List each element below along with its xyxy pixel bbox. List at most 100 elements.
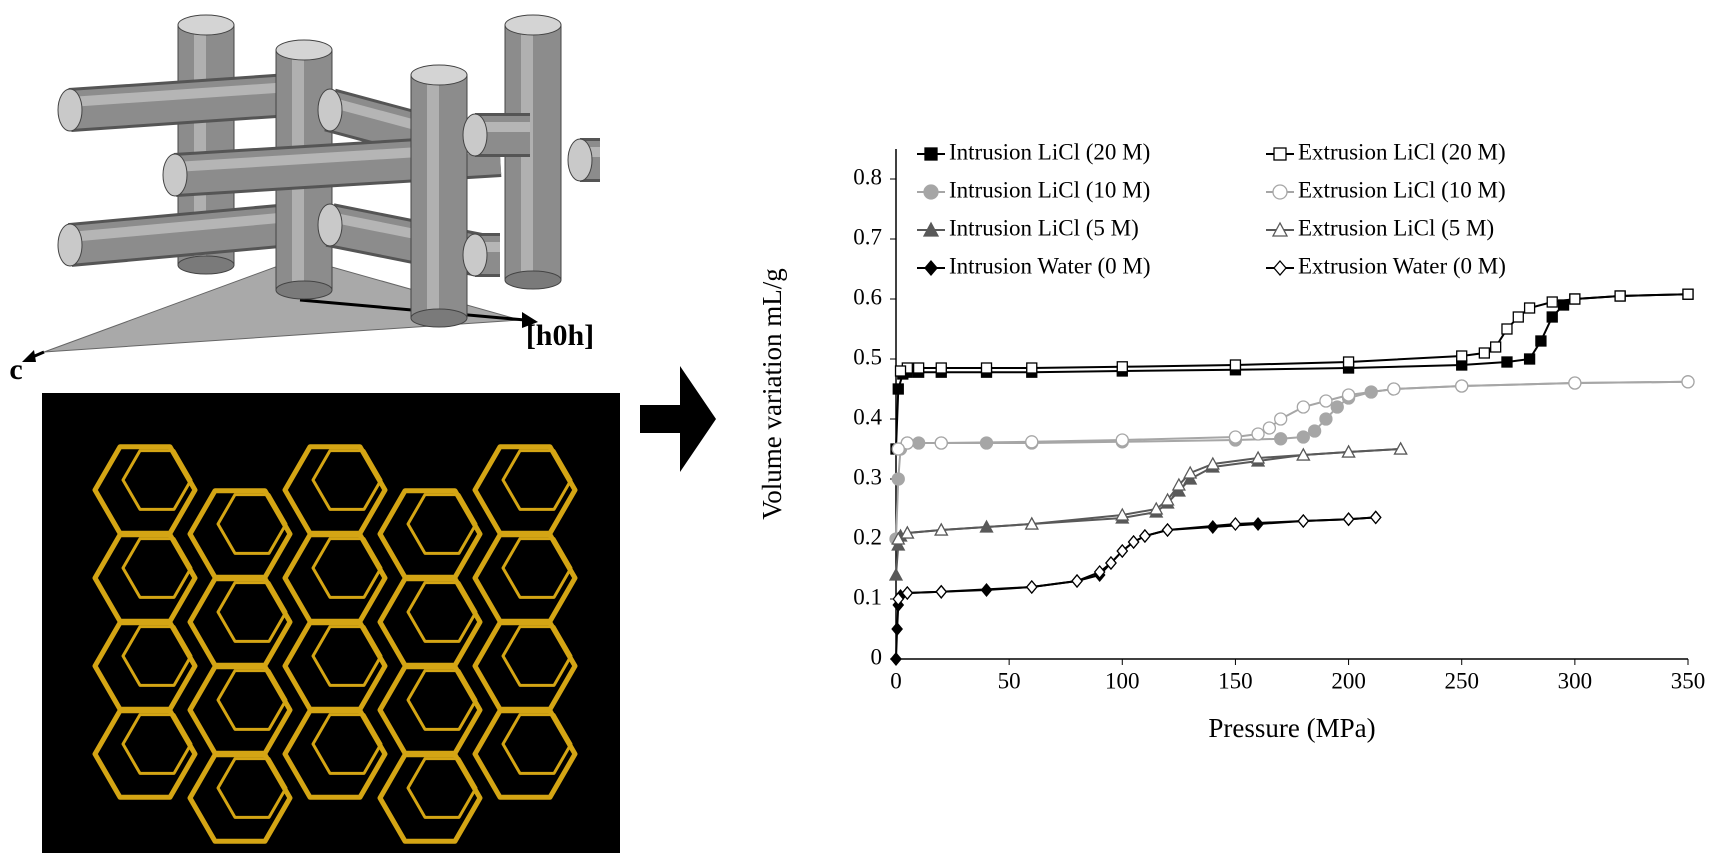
rod-end bbox=[410, 308, 468, 328]
marker bbox=[888, 567, 904, 581]
marker bbox=[891, 472, 905, 486]
marker bbox=[924, 260, 938, 276]
marker bbox=[900, 525, 915, 539]
marker bbox=[892, 591, 905, 607]
rod-end bbox=[462, 233, 488, 277]
series-line bbox=[897, 380, 1689, 450]
arrowhead bbox=[22, 350, 36, 362]
legend-label: Extrusion Water (0 M) bbox=[1298, 253, 1506, 278]
y-tick-label: 0.7 bbox=[853, 224, 882, 249]
marker bbox=[1024, 516, 1039, 530]
marker bbox=[1297, 513, 1310, 529]
marker bbox=[1229, 359, 1242, 371]
marker bbox=[1568, 376, 1582, 390]
marker bbox=[1262, 421, 1277, 435]
legend-label: Extrusion LiCl (20 M) bbox=[1298, 139, 1506, 164]
legend-label: Intrusion LiCl (5 M) bbox=[949, 215, 1139, 240]
marker bbox=[1307, 424, 1322, 438]
marker bbox=[924, 147, 938, 161]
rod-end bbox=[462, 113, 488, 157]
marker bbox=[1296, 447, 1311, 461]
y-tick-label: 0.4 bbox=[853, 404, 882, 429]
series-line bbox=[897, 516, 1376, 600]
marker bbox=[900, 436, 914, 450]
x-tick-label: 300 bbox=[1558, 668, 1593, 693]
x-tick-label: 0 bbox=[890, 668, 902, 693]
marker bbox=[1271, 221, 1289, 237]
marker bbox=[1160, 492, 1175, 506]
marker bbox=[892, 383, 904, 395]
series-line bbox=[895, 448, 1401, 576]
marker bbox=[1161, 522, 1174, 538]
marker bbox=[1116, 361, 1128, 373]
lattice-ring bbox=[472, 708, 578, 800]
rod-shine bbox=[427, 75, 439, 318]
lattice-ring bbox=[121, 625, 193, 687]
lattice-ring bbox=[216, 669, 288, 731]
marker bbox=[1455, 379, 1469, 393]
marker bbox=[1273, 260, 1287, 276]
marker bbox=[1025, 435, 1039, 449]
marker bbox=[1681, 375, 1695, 389]
marker bbox=[1478, 347, 1490, 359]
rod-end bbox=[177, 255, 235, 275]
chart: 0 0.1 0.2 0.3 0.4 0.5 0.6 0.7 0.8 0 50 100 150 200 250… bbox=[757, 139, 1705, 743]
marker bbox=[1251, 427, 1265, 441]
marker bbox=[894, 365, 907, 377]
marker bbox=[1183, 465, 1198, 479]
marker bbox=[1523, 353, 1536, 365]
lattice-ring bbox=[406, 669, 478, 731]
lattice-ring bbox=[311, 449, 383, 511]
lattice-ring bbox=[501, 625, 573, 687]
marker bbox=[1250, 450, 1266, 464]
lattice-ring bbox=[377, 752, 483, 844]
lattice-ring bbox=[187, 752, 293, 844]
legend-label: Extrusion LiCl (10 M) bbox=[1298, 177, 1506, 202]
lattice-ring bbox=[311, 713, 383, 775]
x-tick-label: 250 bbox=[1444, 668, 1479, 693]
marker bbox=[1330, 400, 1344, 414]
marker bbox=[1569, 293, 1581, 305]
rod-end bbox=[317, 88, 343, 132]
marker bbox=[1115, 507, 1130, 521]
lattice-ring bbox=[406, 493, 478, 555]
rod bbox=[68, 76, 292, 129]
floor-plane bbox=[43, 257, 521, 353]
lattice-ring bbox=[216, 493, 288, 555]
marker bbox=[1274, 412, 1288, 426]
marker bbox=[1296, 400, 1310, 414]
lattice-ring bbox=[311, 625, 383, 687]
marker bbox=[1139, 528, 1151, 544]
marker bbox=[901, 585, 914, 601]
marker bbox=[1369, 510, 1382, 525]
lattice-ring bbox=[406, 757, 478, 819]
rod-end bbox=[57, 88, 83, 132]
lattice-ring bbox=[501, 713, 573, 775]
y-axis-label: Volume variation mL/g bbox=[757, 268, 787, 519]
rod-shine bbox=[69, 212, 291, 242]
marker bbox=[1127, 534, 1140, 550]
y-tick-label: 0.5 bbox=[853, 344, 882, 369]
rod-shine bbox=[69, 82, 291, 107]
legend-label: Intrusion Water (0 M) bbox=[949, 253, 1151, 278]
rod bbox=[68, 206, 292, 264]
marker bbox=[912, 362, 925, 374]
marker bbox=[1342, 356, 1355, 368]
y-tick-label: 0.2 bbox=[853, 524, 882, 549]
marker bbox=[1105, 555, 1117, 571]
marker bbox=[934, 522, 949, 536]
marker bbox=[1501, 323, 1513, 335]
marker bbox=[1025, 579, 1038, 595]
marker bbox=[1614, 290, 1626, 302]
lattice-ring bbox=[216, 581, 288, 643]
lattice-ring bbox=[282, 708, 388, 800]
y-tick-label: 0.8 bbox=[853, 164, 882, 189]
lattice bbox=[92, 444, 578, 844]
marker bbox=[1682, 288, 1694, 300]
marker bbox=[934, 436, 948, 450]
marker bbox=[1272, 184, 1288, 200]
marker bbox=[1523, 302, 1536, 314]
rod-end bbox=[162, 153, 188, 197]
arrow bbox=[640, 366, 716, 472]
marker bbox=[923, 184, 939, 200]
